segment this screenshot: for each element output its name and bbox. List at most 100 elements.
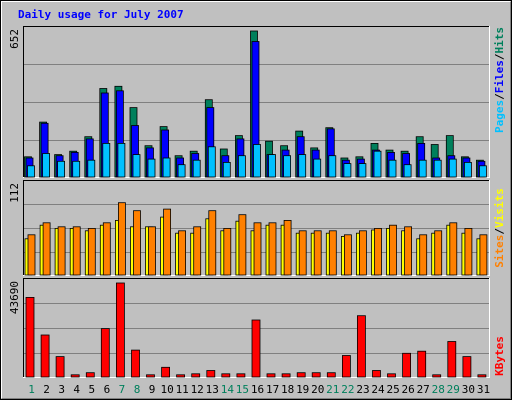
day-label-28: 28	[432, 383, 445, 396]
bar-kbytes-day-27	[417, 350, 427, 378]
legend-sep: /	[493, 93, 506, 100]
bar-pages-day-14	[222, 161, 231, 178]
bar-kbytes-day-24	[372, 370, 381, 378]
legend-kbytes: KBytes	[493, 336, 506, 376]
day-label-29: 29	[447, 383, 460, 396]
bar-pages-day-30	[463, 161, 472, 178]
bar-sites-day-22	[343, 234, 352, 276]
bar-kbytes-day-22	[341, 355, 351, 378]
bar-kbytes-day-5	[85, 372, 95, 378]
day-label-18: 18	[281, 383, 294, 396]
bar-kbytes-day-14	[221, 373, 231, 378]
day-label-11: 11	[176, 383, 189, 396]
bar-sites-day-4	[72, 226, 81, 276]
panel-pages-files-hits: 652	[8, 26, 490, 178]
bar-sites-day-2	[42, 222, 51, 276]
chart-title: Daily usage for July 2007	[18, 8, 184, 21]
bar-pages-day-22	[343, 163, 352, 178]
bar-kbytes-day-23	[356, 315, 366, 378]
bar-kbytes-day-17	[266, 373, 276, 378]
bar-sites-day-3	[57, 226, 66, 276]
bar-sites-day-14	[223, 227, 232, 276]
legend-visits: Visits	[493, 188, 506, 228]
day-label-30: 30	[462, 383, 475, 396]
bar-pages-day-26	[403, 164, 412, 178]
legend-sites-visits: Sites/Visits	[493, 188, 506, 268]
bar-kbytes-day-31	[477, 374, 487, 378]
bar-pages-day-1	[27, 165, 35, 178]
bar-pages-day-11	[177, 164, 186, 178]
bar-kbytes-day-25	[387, 373, 396, 378]
day-label-19: 19	[296, 383, 309, 396]
legend-hits: Hits	[493, 27, 506, 54]
bar-pages-day-31	[478, 165, 487, 178]
day-label-16: 16	[251, 383, 264, 396]
bar-pages-day-25	[388, 159, 397, 178]
bar-pages-day-8	[132, 154, 141, 178]
y-max-label: 112	[8, 183, 21, 203]
bar-pages-day-9	[147, 158, 156, 178]
bar-pages-day-12	[192, 159, 201, 178]
bar-pages-day-10	[162, 157, 171, 178]
legend-files: Files	[493, 60, 506, 93]
bar-sites-day-31	[479, 234, 488, 276]
day-label-27: 27	[417, 383, 430, 396]
panel-sites-visits: 112	[8, 180, 490, 276]
bar-pages-day-21	[328, 155, 337, 178]
bar-sites-day-30	[464, 227, 473, 276]
bar-sites-day-25	[389, 224, 397, 276]
bar-pages-day-15	[237, 155, 246, 178]
legend-sites: Sites	[493, 235, 506, 268]
day-label-14: 14	[221, 383, 235, 396]
bar-pages-day-28	[433, 159, 442, 178]
day-label-7: 7	[119, 383, 126, 396]
bar-sites-day-11	[178, 230, 187, 276]
bar-pages-day-29	[448, 158, 457, 178]
legend-pages-files-hits: Pages/Files/Hits	[493, 27, 506, 133]
bar-kbytes-day-21	[326, 372, 336, 378]
bar-pages-day-23	[358, 163, 367, 178]
bar-sites-day-6	[102, 222, 111, 276]
day-label-25: 25	[386, 383, 399, 396]
bar-pages-day-17	[268, 154, 276, 178]
bar-sites-day-5	[87, 227, 96, 276]
bar-kbytes-day-12	[191, 373, 201, 378]
bar-sites-day-18	[283, 219, 292, 276]
bar-pages-day-20	[313, 158, 322, 178]
day-label-2: 2	[43, 383, 50, 396]
bar-kbytes-day-8	[131, 349, 140, 378]
legend-sep: /	[493, 228, 506, 235]
bar-kbytes-day-4	[70, 374, 80, 378]
day-label-8: 8	[134, 383, 141, 396]
day-label-3: 3	[58, 383, 65, 396]
bar-kbytes-day-2	[40, 334, 50, 378]
y-max-label: 43690	[8, 281, 21, 314]
day-label-5: 5	[88, 383, 95, 396]
bar-sites-day-28	[434, 230, 443, 276]
legend-pages: Pages	[493, 100, 506, 133]
bar-kbytes-day-10	[161, 366, 171, 378]
day-label-23: 23	[356, 383, 369, 396]
bar-sites-day-27	[419, 234, 428, 276]
bar-kbytes-day-26	[402, 352, 412, 378]
bar-sites-day-15	[238, 214, 247, 276]
bar-kbytes-day-11	[176, 374, 186, 378]
bar-kbytes-day-18	[281, 373, 291, 378]
day-label-13: 13	[206, 383, 219, 396]
bar-pages-day-24	[373, 150, 382, 178]
bar-sites-day-12	[193, 226, 202, 276]
bar-pages-day-4	[72, 160, 81, 178]
bar-sites-day-7	[118, 202, 126, 276]
day-label-10: 10	[160, 383, 173, 396]
bar-sites-day-16	[253, 222, 262, 276]
bar-sites-day-17	[268, 222, 277, 276]
day-label-24: 24	[371, 383, 385, 396]
bar-pages-day-6	[102, 142, 111, 178]
bar-pages-day-16	[253, 144, 261, 178]
bar-kbytes-day-19	[296, 372, 306, 378]
bar-kbytes-day-28	[432, 374, 442, 378]
day-label-6: 6	[104, 383, 111, 396]
bar-pages-day-27	[418, 159, 427, 178]
bar-sites-day-21	[328, 230, 337, 276]
